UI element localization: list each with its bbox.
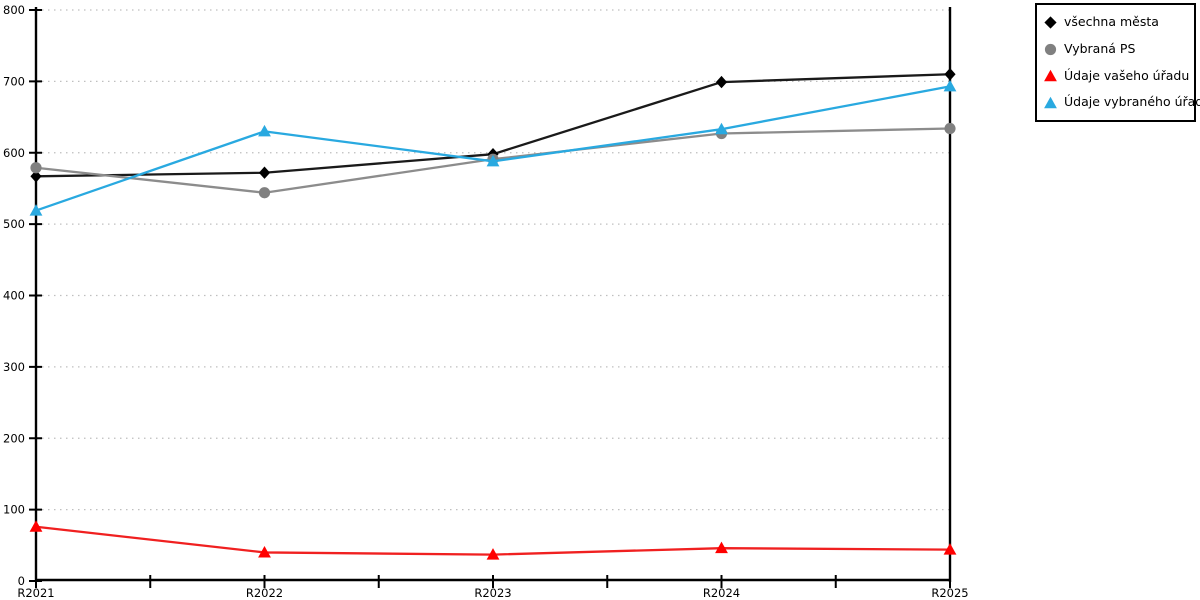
- diamond-marker-icon: [715, 75, 728, 89]
- triangle-marker-icon: [486, 154, 500, 167]
- diamond-marker-icon: [258, 166, 271, 179]
- y-tick-label: 700: [3, 74, 25, 88]
- circle-marker-icon: [30, 162, 42, 174]
- triangle-marker-icon: [943, 79, 957, 92]
- triangle-marker-icon: [486, 548, 500, 560]
- legend-item: Vybraná PS: [1044, 40, 1194, 56]
- legend-label: Vybraná PS: [1064, 40, 1136, 56]
- y-tick-label: 500: [3, 217, 25, 231]
- triangle-marker-icon: [258, 545, 271, 558]
- y-tick-label: 200: [3, 431, 25, 445]
- y-tick-label: 100: [3, 503, 25, 517]
- diamond-marker-icon: [30, 170, 42, 183]
- diamond-marker-icon: [1044, 16, 1057, 29]
- circle-marker-icon: [258, 187, 271, 199]
- triangle-marker-icon: [258, 124, 271, 137]
- legend-item: Údaje vašeho úřadu: [1044, 69, 1194, 82]
- circle-marker-icon: [944, 122, 956, 135]
- y-tick-label: 400: [3, 289, 25, 303]
- y-tick-label: 0: [18, 574, 25, 588]
- legend-label: Údaje vašeho úřadu: [1064, 67, 1190, 83]
- x-tick-label: R2024: [703, 586, 740, 600]
- y-tick-label: 600: [3, 146, 25, 160]
- legend-item: všechna města: [1044, 16, 1194, 29]
- legend-label: Údaje vybraného úřadu: [1064, 94, 1200, 110]
- circle-marker-icon: [1044, 43, 1057, 55]
- x-tick-label: R2021: [17, 586, 54, 600]
- x-tick-label: R2025: [931, 586, 968, 600]
- y-tick-label: 300: [3, 360, 25, 374]
- legend-label: všechna města: [1064, 14, 1159, 30]
- y-tick-label: 800: [3, 3, 25, 17]
- triangle-marker-icon: [29, 520, 43, 532]
- triangle-marker-icon: [715, 541, 728, 554]
- chart-legend: všechna města Vybraná PS Údaje vašeho úřad…: [1035, 3, 1200, 122]
- triangle-marker-icon: [715, 122, 728, 135]
- x-tick-label: R2023: [474, 586, 511, 600]
- triangle-marker-icon: [1044, 70, 1057, 82]
- triangle-marker-icon: [29, 204, 43, 216]
- triangle-marker-icon: [1044, 96, 1057, 109]
- x-tick-label: R2022: [246, 586, 283, 600]
- triangle-marker-icon: [943, 543, 957, 555]
- diamond-marker-icon: [944, 68, 956, 81]
- legend-item: Údaje vybraného úřadu: [1044, 96, 1200, 109]
